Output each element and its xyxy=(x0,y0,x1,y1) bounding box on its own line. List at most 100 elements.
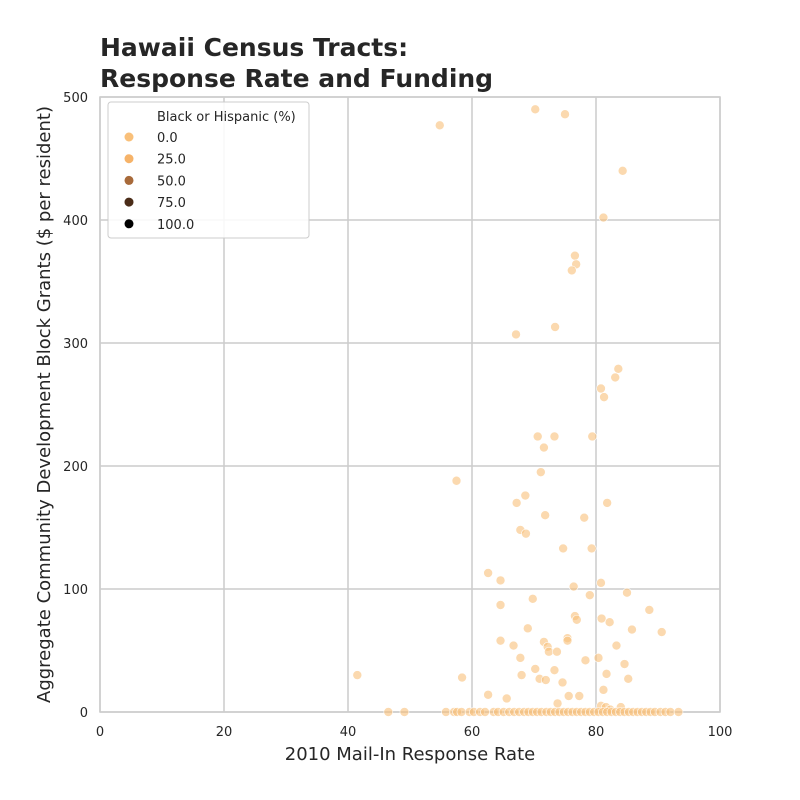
data-point xyxy=(441,707,451,717)
x-tick-label: 80 xyxy=(588,725,605,740)
legend-label: 75.0 xyxy=(157,196,186,211)
data-point xyxy=(562,635,573,646)
legend-label: 50.0 xyxy=(157,174,186,189)
data-point xyxy=(584,590,595,600)
legend-title: Black or Hispanic (%) xyxy=(157,110,296,125)
data-point xyxy=(619,659,630,669)
legend-marker xyxy=(124,197,134,207)
data-point xyxy=(544,646,554,657)
data-point xyxy=(495,600,506,610)
data-point xyxy=(508,640,519,651)
data-point xyxy=(560,109,570,120)
data-point xyxy=(596,383,606,394)
data-point xyxy=(571,614,582,625)
data-point xyxy=(579,512,590,523)
x-tick-label: 40 xyxy=(340,725,357,740)
data-point xyxy=(532,431,543,442)
data-point xyxy=(522,623,533,634)
data-point xyxy=(549,431,560,442)
x-tick-label: 20 xyxy=(216,725,233,740)
data-point xyxy=(540,510,550,521)
data-point xyxy=(527,594,538,604)
data-point xyxy=(552,646,562,657)
tick-labels: 0 20 40 60 80 100 0 100 200 300 400 500 xyxy=(63,91,732,740)
data-point xyxy=(570,250,580,261)
data-point xyxy=(352,670,363,680)
data-point xyxy=(580,655,591,666)
data-point xyxy=(596,578,606,588)
data-point xyxy=(516,670,527,680)
data-point xyxy=(593,653,604,663)
data-point xyxy=(480,707,490,717)
y-tick-label: 300 xyxy=(63,337,88,352)
data-point xyxy=(557,677,568,688)
y-tick-label: 500 xyxy=(63,91,88,106)
data-point xyxy=(602,498,612,508)
data-point xyxy=(644,605,655,615)
chart-title-line-1: Hawaii Census Tracts: xyxy=(100,33,409,62)
data-point xyxy=(610,372,621,383)
data-point xyxy=(552,698,563,709)
data-point xyxy=(536,467,546,477)
data-point xyxy=(511,329,521,340)
legend-marker xyxy=(124,175,134,185)
data-point xyxy=(568,581,579,592)
data-point xyxy=(483,689,493,700)
data-point xyxy=(457,672,467,683)
data-point xyxy=(456,707,467,717)
y-tick-label: 400 xyxy=(63,214,88,229)
data-point xyxy=(549,665,560,675)
data-point xyxy=(598,685,609,695)
data-point xyxy=(673,707,684,717)
data-point xyxy=(520,490,531,501)
data-point xyxy=(623,673,634,684)
data-point xyxy=(656,627,667,637)
y-tick-label: 200 xyxy=(63,460,88,475)
data-points xyxy=(352,104,684,717)
data-point xyxy=(550,322,560,332)
x-tick-label: 100 xyxy=(708,725,733,740)
data-point xyxy=(399,707,410,717)
chart-title-line-2: Response Rate and Funding xyxy=(100,64,494,93)
data-point xyxy=(586,543,597,554)
data-point xyxy=(558,543,568,554)
data-point xyxy=(521,528,531,539)
data-point xyxy=(539,442,549,453)
legend-marker xyxy=(124,154,134,164)
data-point xyxy=(604,617,615,628)
data-point xyxy=(495,635,506,646)
data-point xyxy=(627,624,637,635)
data-point xyxy=(622,587,632,598)
y-tick-label: 0 xyxy=(80,706,88,721)
data-point xyxy=(587,431,598,442)
x-tick-label: 60 xyxy=(464,725,481,740)
data-point xyxy=(599,392,609,402)
x-axis-label: 2010 Mail-In Response Rate xyxy=(285,744,535,765)
data-point xyxy=(613,364,624,374)
y-tick-label: 100 xyxy=(63,583,88,598)
y-axis-label: Aggregate Community Development Block Gr… xyxy=(34,106,55,703)
data-point xyxy=(611,640,622,651)
data-point xyxy=(515,653,526,663)
data-point xyxy=(495,575,506,586)
legend-marker xyxy=(124,219,134,229)
legend-label: 0.0 xyxy=(157,131,178,146)
data-point xyxy=(483,568,493,578)
legend: Black or Hispanic (%) 0.0 25.0 50.0 75.0 100… xyxy=(107,101,310,239)
data-point xyxy=(540,675,551,685)
data-point xyxy=(434,120,445,131)
data-point xyxy=(511,498,522,508)
data-point xyxy=(563,691,574,701)
legend-label: 100.0 xyxy=(157,218,194,233)
plot-frame xyxy=(99,96,721,713)
data-point xyxy=(383,707,394,717)
data-point xyxy=(574,691,585,701)
data-point xyxy=(596,613,607,624)
data-point xyxy=(567,265,577,276)
data-point xyxy=(617,166,628,176)
data-point xyxy=(665,707,676,717)
data-point xyxy=(598,212,609,223)
data-point xyxy=(530,104,541,115)
legend-label: 25.0 xyxy=(157,153,186,168)
